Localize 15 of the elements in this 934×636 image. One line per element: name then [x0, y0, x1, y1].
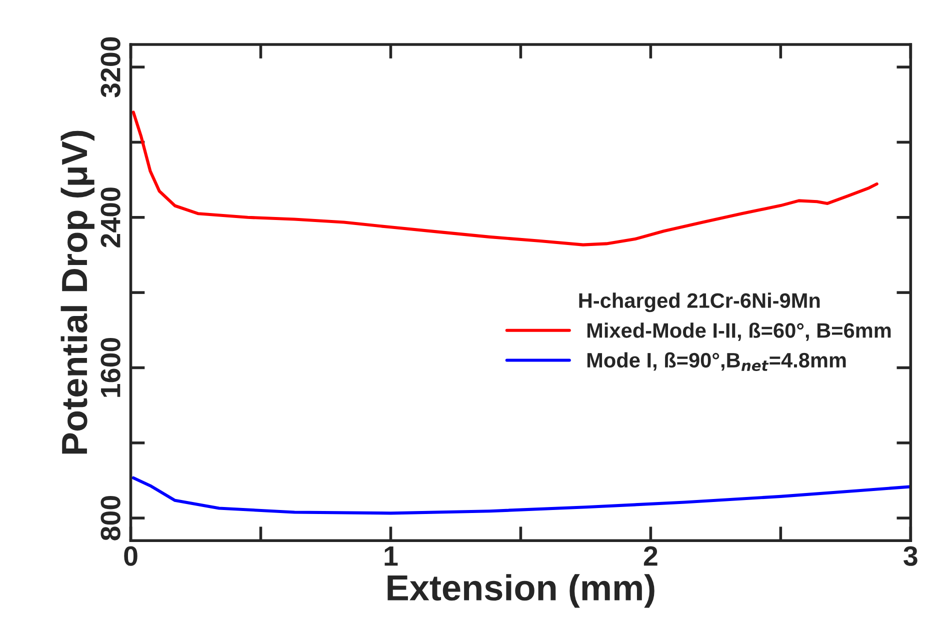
legend-label: Mode I, ß=90°,B$_{net}$=4.8mm: [587, 352, 846, 372]
y-tick-label: 3200: [100, 37, 120, 98]
x-tick-label: 2: [644, 546, 658, 566]
line-series: [132, 110, 878, 246]
y-tick-label: 1600: [100, 338, 120, 397]
x-tick-label: 3: [904, 546, 918, 566]
y-axis-title: Potential Drop (μV): [60, 130, 94, 454]
legend-label: Mixed-Mode I-II, ß=60°, B=6mm: [587, 322, 891, 341]
x-axis-title: Extension (mm): [388, 574, 654, 608]
line-series: [132, 476, 911, 515]
legend-title: H-charged 21Cr-6Ni-9Mn: [579, 292, 820, 312]
y-tick-label: 2400: [100, 188, 120, 248]
x-tick-label: 0: [124, 546, 138, 566]
y-tick-label: 800: [100, 496, 120, 540]
x-tick-label: 1: [384, 546, 398, 566]
